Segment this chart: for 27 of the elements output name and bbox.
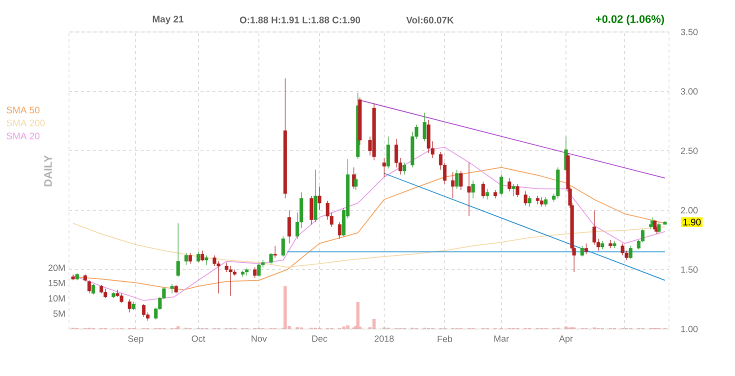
y2-tick-label: 20M xyxy=(48,264,65,271)
y2-axis-title: DAILY xyxy=(44,155,52,186)
y-tick-label: 3.50 xyxy=(680,28,698,36)
text: May 21 xyxy=(152,16,184,24)
y-tick-label: 3.00 xyxy=(680,88,698,95)
y-tick-label: 2.50 xyxy=(680,148,698,154)
x-tick-label: Apr xyxy=(559,336,573,344)
y2-tick-label: 5M xyxy=(53,310,65,317)
x-tick-label: Sep xyxy=(128,336,144,344)
x-tick-label: Nov xyxy=(252,336,267,342)
y2-tick-label: 10M xyxy=(48,295,65,302)
y2-tick-label: 15M xyxy=(48,280,65,286)
y-tick-label: 1.50 xyxy=(681,266,698,273)
text: SMA 50 xyxy=(6,106,40,114)
text: SMA 200 xyxy=(6,120,45,126)
x-tick-label: Mar xyxy=(494,336,509,342)
x-tick-label: 2018 xyxy=(374,336,394,342)
text: O:1.88 H:1.91 L:1.88 C:1.90 xyxy=(240,16,360,24)
x-tick-label: Oct xyxy=(192,336,206,342)
y-tick-label: 2.00 xyxy=(680,207,698,214)
text: Vol:60.07K xyxy=(406,16,454,24)
text: +0.02 (1.06%) xyxy=(596,14,664,26)
x-tick-label: Dec xyxy=(312,336,328,342)
x-tick-label: Feb xyxy=(438,336,452,342)
annotation: 1.90 xyxy=(683,218,701,226)
y-tick-label: 1.00 xyxy=(681,326,698,332)
text: SMA 20 xyxy=(6,132,40,140)
